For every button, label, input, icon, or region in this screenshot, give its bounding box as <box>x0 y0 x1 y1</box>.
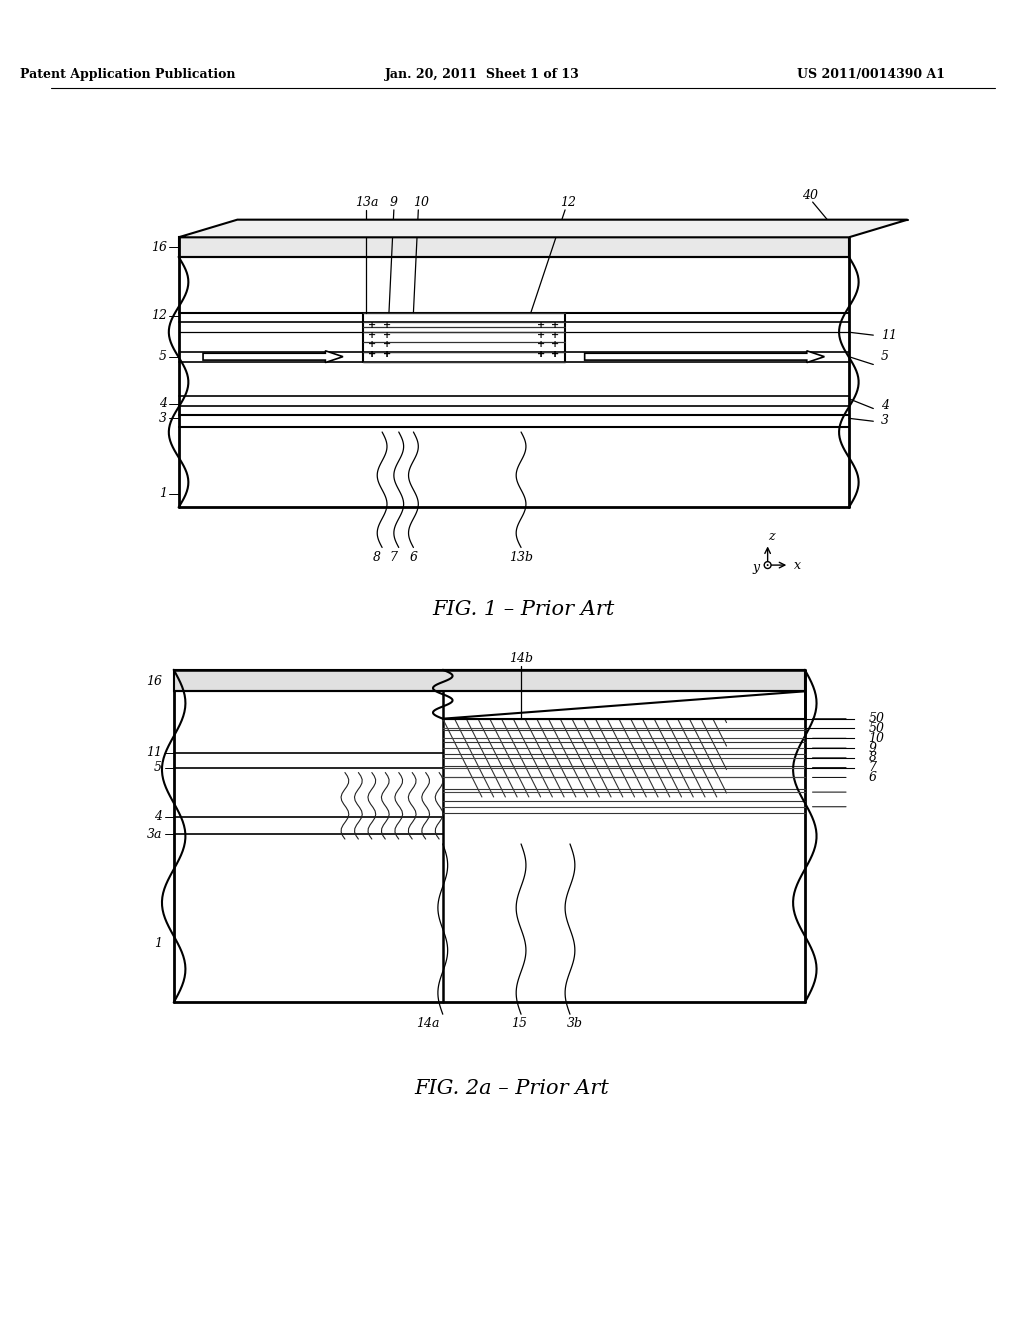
Text: 3: 3 <box>159 412 167 425</box>
Text: 15: 15 <box>511 1018 527 1031</box>
Text: 9: 9 <box>868 742 877 755</box>
Text: 11: 11 <box>881 329 897 342</box>
Text: 50: 50 <box>868 713 885 725</box>
Text: +: + <box>383 321 391 330</box>
Polygon shape <box>174 669 805 1002</box>
Text: 3b: 3b <box>567 1018 583 1031</box>
Text: +: + <box>369 350 377 359</box>
Text: 5: 5 <box>159 350 167 363</box>
Text: +: + <box>383 350 391 359</box>
Text: 5: 5 <box>881 350 889 363</box>
Text: 4: 4 <box>159 397 167 411</box>
Polygon shape <box>178 219 907 238</box>
Text: +: + <box>551 350 559 359</box>
Text: FIG. 1 – Prior Art: FIG. 1 – Prior Art <box>432 599 614 619</box>
Text: +: + <box>383 330 391 339</box>
Text: +: + <box>537 330 545 339</box>
Text: +: + <box>551 330 559 339</box>
Text: +: + <box>537 341 545 350</box>
Text: 1: 1 <box>159 487 167 500</box>
Text: +: + <box>537 350 545 359</box>
FancyArrow shape <box>585 351 824 363</box>
Text: +: + <box>383 341 391 350</box>
Text: +: + <box>551 341 559 350</box>
Polygon shape <box>178 257 849 313</box>
Text: 12: 12 <box>560 195 577 209</box>
Text: +: + <box>369 330 377 339</box>
Text: 8: 8 <box>373 550 381 564</box>
Text: 10: 10 <box>414 195 429 209</box>
Text: x: x <box>794 558 801 572</box>
Text: 11: 11 <box>146 746 162 759</box>
Text: 16: 16 <box>151 240 167 253</box>
Text: +: + <box>537 350 545 359</box>
Text: +: + <box>369 321 377 330</box>
Text: 5: 5 <box>154 762 162 774</box>
Text: 3a: 3a <box>146 828 162 841</box>
Circle shape <box>764 562 771 569</box>
Text: 16: 16 <box>146 675 162 688</box>
Text: +: + <box>551 350 559 359</box>
Text: 4: 4 <box>881 399 889 412</box>
Text: +: + <box>369 350 377 359</box>
Text: 8: 8 <box>868 751 877 764</box>
Text: 13b: 13b <box>509 550 534 564</box>
Text: 14b: 14b <box>509 652 534 664</box>
Text: +: + <box>551 321 559 330</box>
Text: 4: 4 <box>154 810 162 824</box>
Text: 13a: 13a <box>354 195 378 209</box>
Text: +: + <box>537 321 545 330</box>
Text: Patent Application Publication: Patent Application Publication <box>19 69 236 82</box>
Text: 7: 7 <box>868 762 877 774</box>
FancyArrow shape <box>203 351 343 363</box>
Text: 12: 12 <box>151 309 167 322</box>
Text: FIG. 2a – Prior Art: FIG. 2a – Prior Art <box>414 1078 608 1098</box>
Text: z: z <box>768 531 775 544</box>
Circle shape <box>767 564 769 566</box>
Text: 3: 3 <box>881 413 889 426</box>
Text: Jan. 20, 2011  Sheet 1 of 13: Jan. 20, 2011 Sheet 1 of 13 <box>385 69 580 82</box>
Text: 7: 7 <box>390 550 398 564</box>
Text: y: y <box>753 561 760 574</box>
Text: US 2011/0014390 A1: US 2011/0014390 A1 <box>798 69 945 82</box>
Text: 6: 6 <box>868 771 877 784</box>
Text: +: + <box>383 350 391 359</box>
Text: 6: 6 <box>410 550 418 564</box>
Text: 10: 10 <box>868 731 885 744</box>
Polygon shape <box>178 238 849 507</box>
Text: 9: 9 <box>390 195 398 209</box>
Polygon shape <box>174 669 805 692</box>
Text: 14a: 14a <box>417 1018 440 1031</box>
Text: 40: 40 <box>802 189 818 202</box>
Text: +: + <box>369 341 377 350</box>
Polygon shape <box>178 238 849 257</box>
Text: 1: 1 <box>154 937 162 950</box>
Text: 50: 50 <box>868 722 885 735</box>
